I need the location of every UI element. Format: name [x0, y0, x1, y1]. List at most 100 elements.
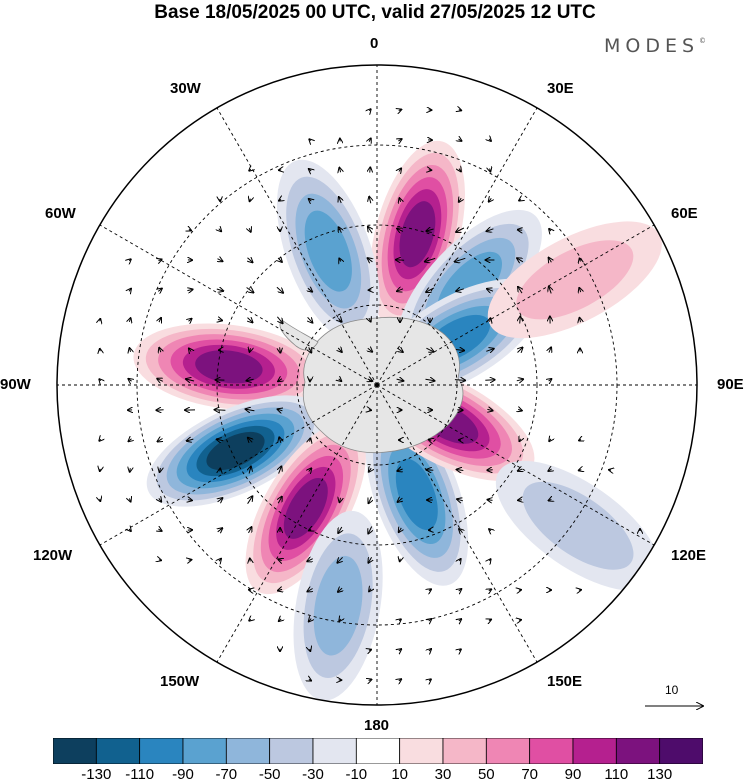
wind-vector [189, 319, 192, 322]
colorbar-tick-label: 50 [477, 766, 495, 783]
wind-vector [549, 379, 552, 381]
colorbar-tick-label: -90 [172, 766, 194, 783]
wind-vector [218, 320, 222, 321]
wind-vector [370, 167, 371, 172]
wind-vector [368, 526, 371, 534]
wind-vector [489, 589, 491, 590]
wind-vector [338, 526, 342, 533]
wind-vector [459, 649, 461, 650]
wind-vector [278, 379, 282, 382]
wind-vector [369, 318, 370, 321]
colorbar-tick-label: -130 [81, 766, 112, 783]
colorbar-swatch [529, 738, 574, 764]
wind-vector [309, 139, 310, 140]
wind-vector [396, 379, 404, 381]
wind-vector [187, 439, 194, 441]
lon-label-30w: 30W [170, 80, 201, 97]
wind-vector [157, 379, 164, 382]
colorbar-swatch [95, 738, 141, 764]
map-border [56, 64, 698, 706]
wind-vector [490, 318, 491, 321]
wind-vector [429, 679, 431, 680]
colorbar-labels: -130 -110 -90 -70 -50 -30 -10 10 30 50 70 90 110 130 [0, 766, 750, 783]
colorbar-swatch [225, 738, 271, 764]
lon-label-120e: 120E [671, 547, 707, 564]
wind-vector [215, 410, 226, 411]
wind-vector [427, 470, 434, 471]
meridian-line [216, 384, 378, 663]
wind-vector [248, 496, 253, 504]
wind-vector [457, 470, 464, 471]
wind-vector [160, 468, 161, 472]
colorbar-swatch [442, 738, 487, 764]
anomaly-contour [522, 481, 634, 570]
wind-vector [580, 259, 581, 262]
wind-vector [399, 619, 401, 620]
wind-vector [129, 318, 130, 322]
wind-vector [399, 198, 400, 202]
map-title: Base 18/05/2025 00 UTC, valid 27/05/2025… [154, 2, 596, 23]
wind-vector [249, 228, 251, 232]
anomaly-contour [399, 201, 436, 268]
wind-vector [158, 289, 162, 292]
wind-vector [217, 439, 224, 440]
colorbar-tick-label: 70 [521, 766, 539, 783]
wind-vector [246, 409, 255, 411]
colorbar-swatch [312, 738, 357, 764]
wind-vector [487, 229, 494, 231]
wind-vector [519, 439, 520, 441]
wind-vector [249, 619, 251, 620]
wind-vector [339, 227, 342, 232]
wind-vector [279, 466, 282, 474]
wind-vector [129, 529, 131, 531]
lon-label-60w: 60W [45, 205, 76, 222]
wind-vector [246, 379, 254, 380]
wind-vector [340, 498, 341, 502]
colorbar-tick-label: 130 [647, 766, 673, 783]
wind-vector [579, 440, 581, 441]
wind-vector [489, 620, 491, 621]
wind-vector [369, 468, 371, 472]
wind-vector [246, 287, 254, 293]
wind-vector [309, 169, 311, 171]
wind-vector [159, 259, 162, 260]
wind-vector [219, 229, 221, 232]
colorbar-swatch [355, 738, 401, 764]
wind-vector [279, 199, 281, 200]
wind-vector [129, 289, 131, 292]
wind-vector [399, 169, 401, 172]
colorbar-tick-label: -10 [345, 766, 368, 783]
wind-vector [429, 589, 431, 590]
lon-label-150w: 150W [160, 673, 200, 690]
anomaly-contour [395, 458, 438, 531]
meridian-line [376, 384, 538, 663]
colorbar-swatch [269, 738, 314, 764]
wind-vector [339, 197, 341, 204]
wind-vector [158, 439, 163, 442]
wind-vector [99, 439, 100, 441]
wind-vector [248, 438, 252, 443]
colorbar-swatch [615, 738, 661, 764]
wind-vector [219, 559, 221, 561]
colorbar-swatch [659, 738, 703, 764]
wind-vector [397, 289, 404, 291]
wind-vector [399, 528, 402, 532]
wind-vector [248, 258, 253, 263]
lon-label-0: 0 [370, 35, 379, 52]
meridian-line [216, 107, 378, 386]
wind-vector [426, 229, 434, 231]
wind-vector [485, 380, 494, 381]
wind-vector [278, 589, 282, 590]
wind-vector [398, 498, 403, 502]
wind-vector [279, 619, 281, 621]
wind-vector [189, 230, 191, 231]
wind-vector [369, 650, 371, 651]
wind-vector [339, 259, 340, 262]
meridian-line [99, 384, 378, 546]
wind-vector [369, 680, 372, 681]
south-pole-marker [375, 383, 379, 387]
wind-vector [459, 110, 461, 111]
wind-vector [459, 139, 462, 141]
meridian-line [376, 384, 655, 546]
